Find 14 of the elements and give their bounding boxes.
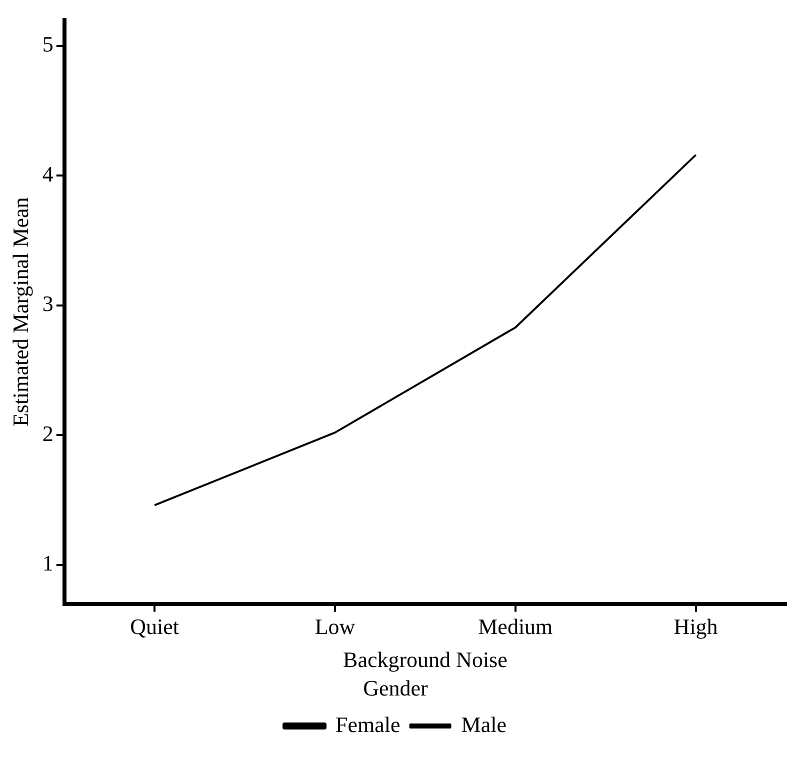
y-tick-label: 4: [42, 161, 54, 186]
y-tick-label: 2: [42, 420, 54, 446]
y-tick-label: 5: [42, 32, 54, 57]
y-tick-label: 3: [42, 291, 54, 316]
x-tick-label: Low: [314, 614, 356, 639]
x-tick-label: Quiet: [130, 614, 180, 639]
x-tick-label: High: [674, 614, 718, 639]
y-axis-title: Estimated Marginal Mean: [8, 197, 33, 427]
x-axis-title: Background Noise: [343, 647, 508, 672]
legend-label: Female: [336, 712, 400, 737]
y-tick-label: 1: [42, 550, 54, 576]
legend-title: Gender: [363, 675, 429, 700]
legend-label: Male: [461, 712, 506, 737]
x-tick-label: Medium: [478, 614, 553, 639]
